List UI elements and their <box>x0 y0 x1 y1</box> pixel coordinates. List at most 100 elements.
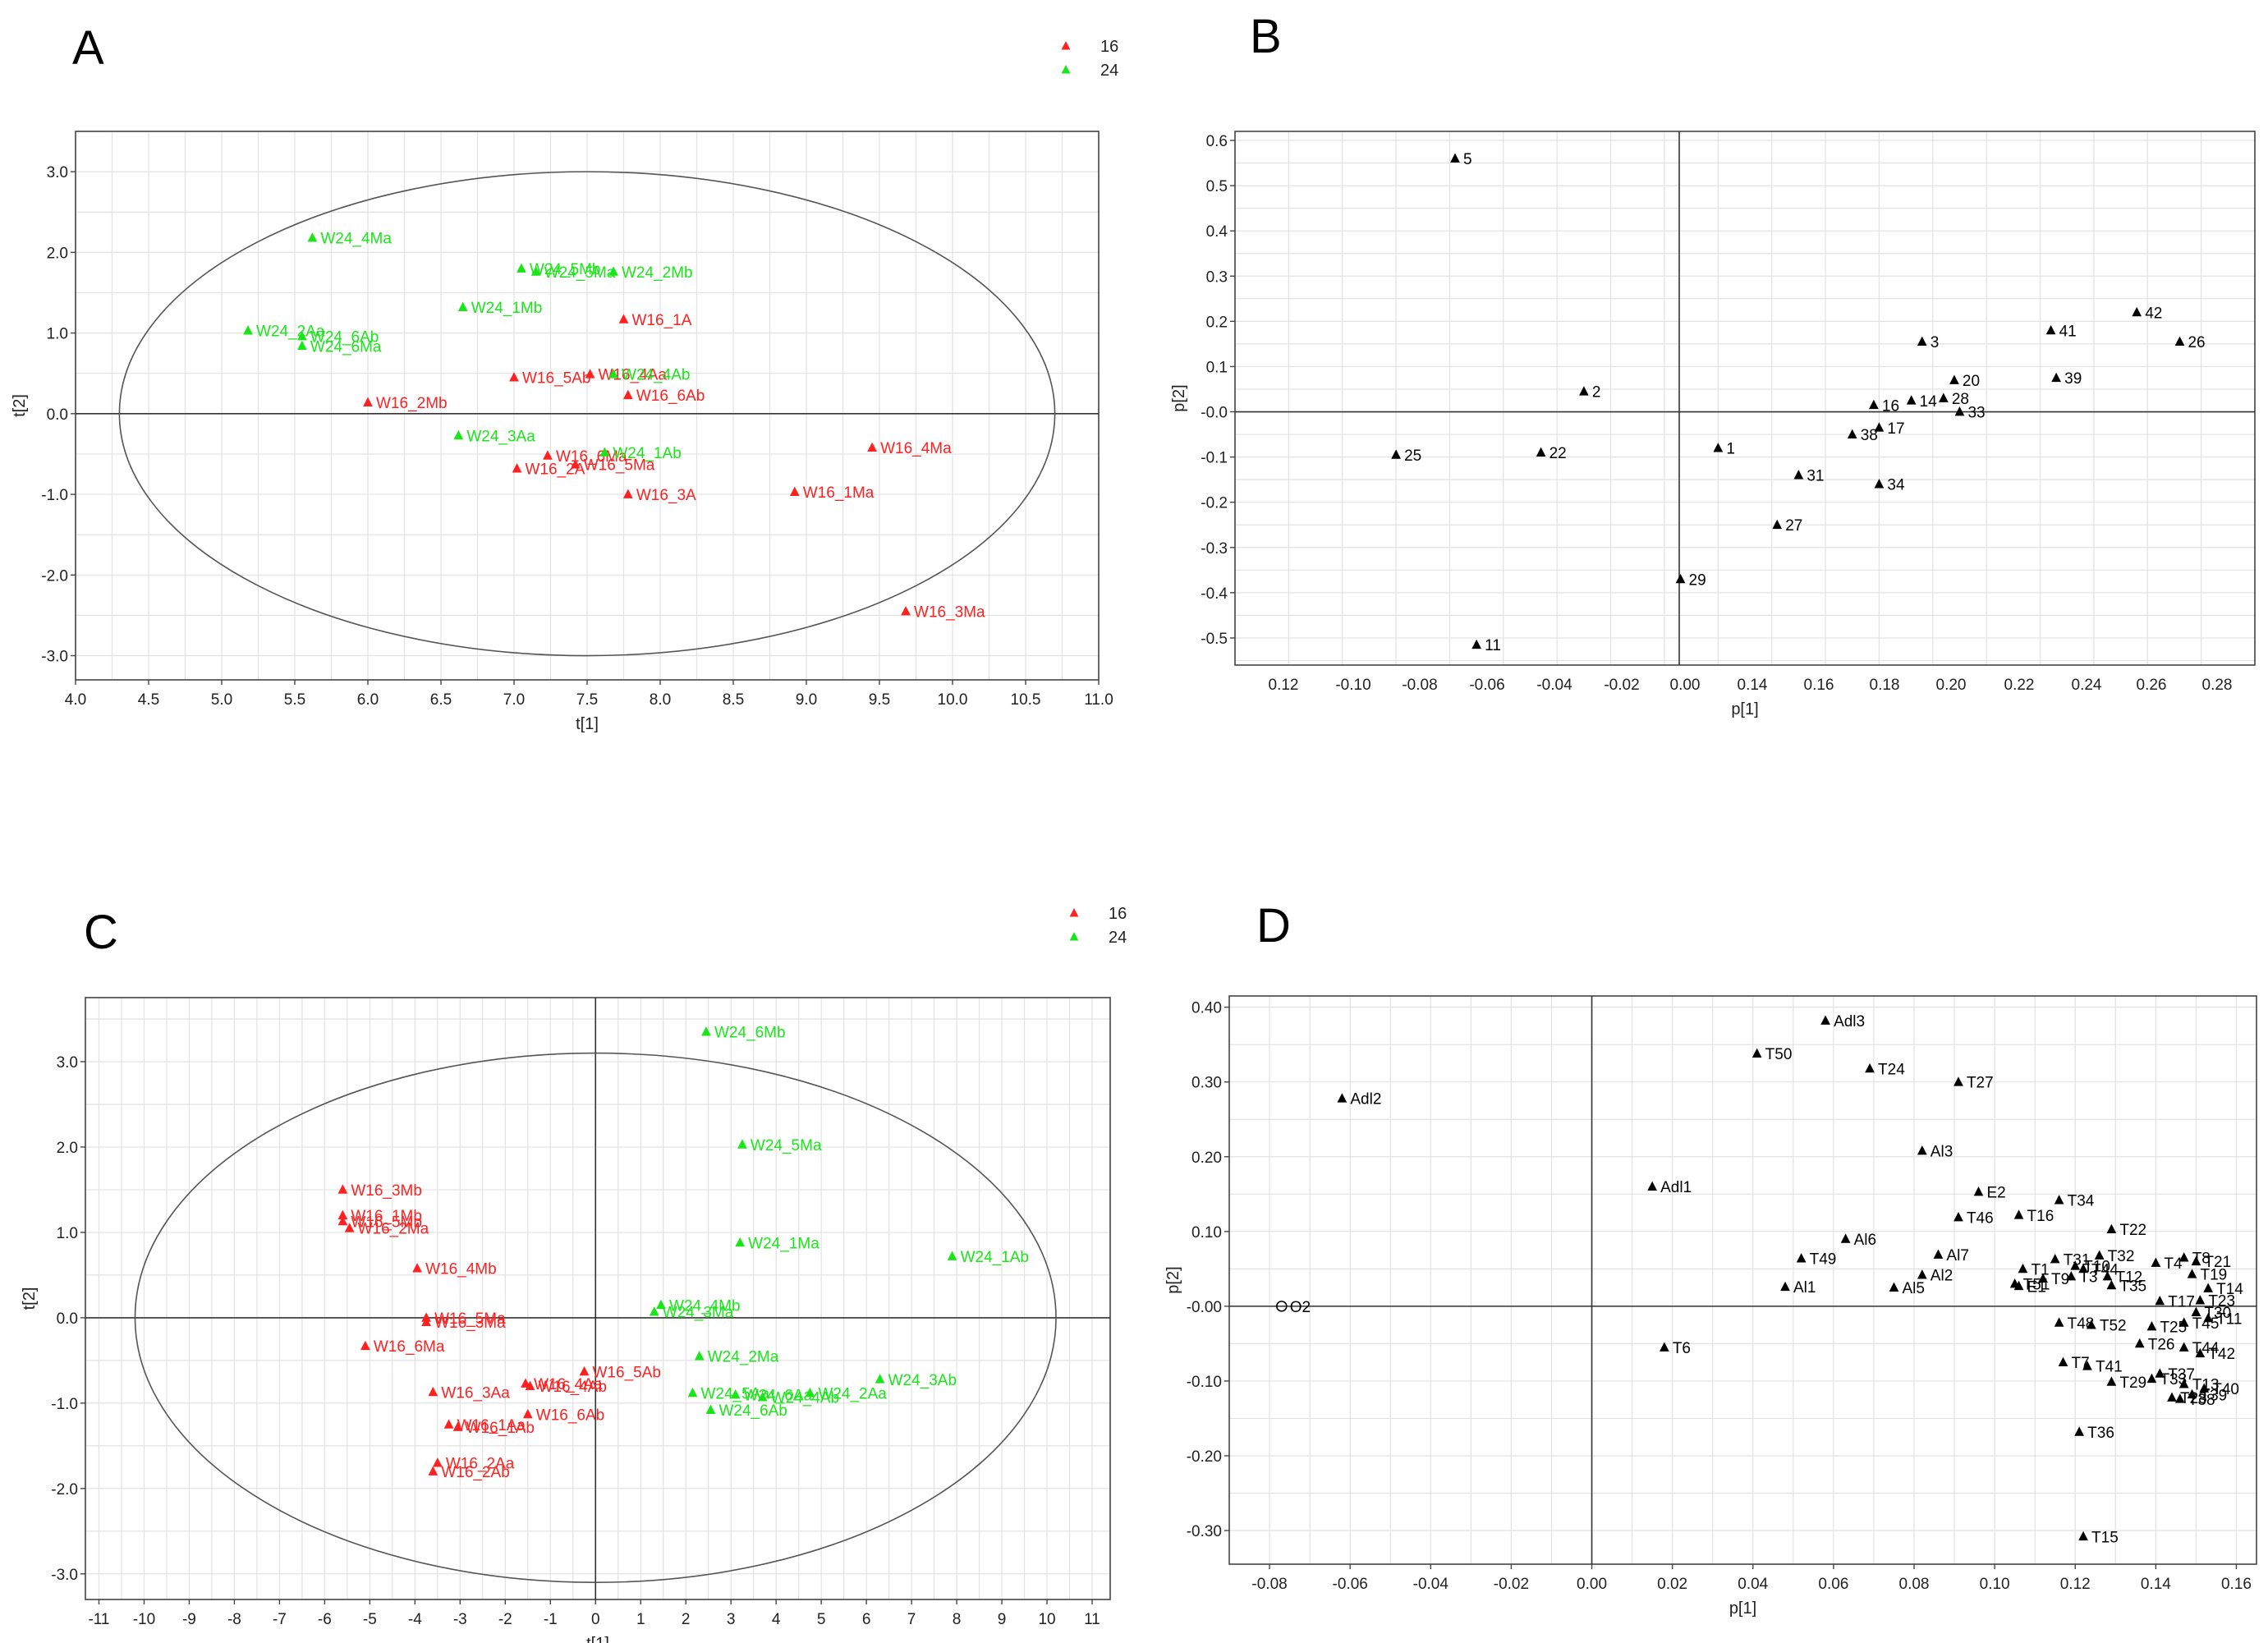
panel-d-point-marker <box>2178 1342 2189 1352</box>
panel-c-point-marker <box>730 1388 741 1399</box>
panel-a-point-marker <box>297 331 307 341</box>
panel-b-point-label: 1 <box>1726 441 1735 458</box>
panel-b-point-marker <box>1869 399 1879 410</box>
panel-b-x-ticks: 0.12 -0.10 -0.08 -0.06 -0.04 -0.02 0.00 0.14 0.1… <box>1269 677 2233 694</box>
panel-c-x-tick-label: -4 <box>408 1611 422 1628</box>
panel-d-point-label: T41 <box>2096 1359 2123 1376</box>
panel-d-point-marker <box>1820 1015 1830 1025</box>
panel-c-point-label: W16_1Mb <box>351 1208 422 1225</box>
panel-c-point-marker <box>649 1306 659 1316</box>
panel-c-x-tick-label: 10 <box>1038 1611 1055 1628</box>
panel-d-point-label: T3 <box>2079 1269 2097 1286</box>
panel-a-point-marker <box>363 397 373 406</box>
panel-b-point-label: 29 <box>1689 571 1706 589</box>
panel-a-legend-label-24: 24 <box>1100 62 1118 80</box>
panel-d-point-marker <box>2013 1209 2024 1219</box>
panel-d-y-tick-label: 0.30 <box>1191 1075 1222 1092</box>
panel-c-y-tick-label: 1.0 <box>57 1225 78 1242</box>
panel-d-point-label: T24 <box>1878 1061 1905 1078</box>
panel-c-x-tick-label: -6 <box>318 1611 332 1628</box>
panel-c-y-ticks: -3.0 -2.0 -1.0 0.0 1.0 2.0 3.0 <box>51 1054 85 1584</box>
panel-b-point-marker <box>1579 386 1589 396</box>
panel-b-y-tick-label: -0.0 <box>1201 405 1228 422</box>
panel-b-x-tick-label: -0.08 <box>1402 677 1437 694</box>
panel-a-point-label: W24_5Mb <box>530 261 601 278</box>
panel-a-x-tick-label: 4.0 <box>65 691 86 709</box>
panel-b-point-marker <box>1874 422 1885 432</box>
panel-d-point-marker <box>2050 1254 2060 1264</box>
panel-a-x-tick-label: 6.5 <box>430 691 452 709</box>
panel-c: C -11 -10 -9 -8 -7 -6 -5 -4 -3 -2 -1 0 1 2 3 4 5 6 7 8 9 10 11… <box>21 905 1127 1643</box>
panel-b-y-tick-label: -0.3 <box>1201 540 1228 558</box>
panel-b-point-marker <box>1772 519 1783 530</box>
panel-a-point-marker <box>516 263 526 273</box>
panel-d-point-marker <box>2066 1270 2077 1281</box>
panel-a-point-marker <box>867 442 877 452</box>
panel-d-point-label: T52 <box>2100 1318 2127 1335</box>
panel-d-point-label: T10 <box>2083 1259 2110 1276</box>
panel-c-point-label: W24_2Aa <box>818 1385 887 1402</box>
panel-c-legend-label-16: 16 <box>1109 905 1127 923</box>
panel-d-point-marker <box>1933 1249 1944 1259</box>
panel-d-x-tick-label: 0.12 <box>2060 1576 2091 1593</box>
panel-a-point-marker <box>622 389 633 400</box>
panel-b-point-label: 22 <box>1549 445 1567 462</box>
panel-c-y-tick-label: -1.0 <box>51 1396 78 1413</box>
panel-c-x-tick-label: -9 <box>182 1611 196 1628</box>
panel-a-x-axis-label: t[1] <box>576 715 599 733</box>
panel-d-point-label: T4 <box>2164 1255 2183 1273</box>
panel-b-point-label: 5 <box>1463 151 1472 168</box>
panel-a-point-label: W24_1Ab <box>613 445 681 462</box>
panel-c-point-marker <box>737 1139 747 1149</box>
panel-a-point-label: W24_6Ab <box>310 329 379 346</box>
panel-a-point-label: W16_1Ma <box>803 484 875 502</box>
panel-a-x-tick-label: 8.5 <box>723 691 744 709</box>
panel-b-point-label: 3 <box>1931 334 1940 351</box>
panel-a-point-label: W16_2Mb <box>376 395 448 412</box>
panel-d-point-label: T35 <box>2119 1278 2146 1295</box>
panel-a-point-label: W16_1A <box>632 312 692 329</box>
panel-a-y-tick-label: 3.0 <box>47 164 68 181</box>
panel-c-point-label: W16_2Ab <box>441 1464 509 1481</box>
panel-c-x-tick-label: 6 <box>862 1611 871 1628</box>
panel-d-point-label: T29 <box>2119 1375 2146 1392</box>
panel-d-point-label: T45 <box>2192 1315 2220 1333</box>
panel-d-y-tick-label: 0.10 <box>1191 1224 1222 1241</box>
panel-d-y-tick-label: -0.20 <box>1187 1448 1222 1466</box>
panel-c-x-tick-label: -2 <box>498 1611 512 1628</box>
panel-d-point-marker <box>2094 1250 2105 1260</box>
panel-a-point-label: W24_4Ab <box>622 367 690 384</box>
panel-d-point-label: T50 <box>1765 1046 1793 1063</box>
panel-b-point-marker <box>1917 336 1927 346</box>
panel-a-x-tick-label: 6.0 <box>357 691 379 709</box>
panel-d-point-label: T49 <box>1810 1251 1837 1269</box>
panel-d-label: D <box>1256 899 1291 952</box>
panel-c-y-tick-label: 3.0 <box>57 1054 78 1072</box>
panel-d-point-marker <box>1840 1233 1851 1243</box>
panel-c-point-label: W24_6Ab <box>719 1402 787 1420</box>
panel-d-point-marker <box>2058 1356 2068 1367</box>
panel-a-point-label: W24_5Ma <box>544 264 616 282</box>
panel-a-x-tick-label: 10.5 <box>1011 691 1041 709</box>
panel-c-point-label: W16_4Aa <box>534 1376 603 1393</box>
panel-b-point-label: 11 <box>1485 637 1501 654</box>
panel-a-y-tick-label: -2.0 <box>41 567 68 585</box>
panel-a-point-marker <box>297 340 307 351</box>
panel-d-point-label: T14 <box>2216 1281 2243 1298</box>
panel-c-point-label: W16_5Ab <box>593 1364 661 1381</box>
panel-c-y-tick-label: -2.0 <box>51 1481 78 1498</box>
panel-d-point-label: T37 <box>2168 1366 2195 1384</box>
panel-d-point-marker <box>2178 1252 2189 1262</box>
panel-b-y-tick-label: -0.5 <box>1201 631 1228 648</box>
panel-c-point-marker <box>421 1316 431 1326</box>
panel-d-point-marker <box>2070 1260 2081 1270</box>
panel-d-point-label: T40 <box>2212 1381 2239 1398</box>
panel-a-point-marker <box>457 301 468 312</box>
panel-a-plot: 4.0 4.5 5.0 5.5 6.0 6.5 7.0 7.5 8.0 8.5 9.0 9.5 10.0… <box>11 38 1118 733</box>
panel-d-point-marker <box>2203 1312 2213 1323</box>
panel-d-data-points: Adl3 T50 T24 T27 Adl2 Al3 Adl1 E2 T34 T16 T46 T22 Al… <box>1275 1013 2243 1546</box>
panel-b-y-tick-label: -0.2 <box>1201 495 1228 512</box>
panel-a-y-tick-label: -1.0 <box>41 487 68 504</box>
